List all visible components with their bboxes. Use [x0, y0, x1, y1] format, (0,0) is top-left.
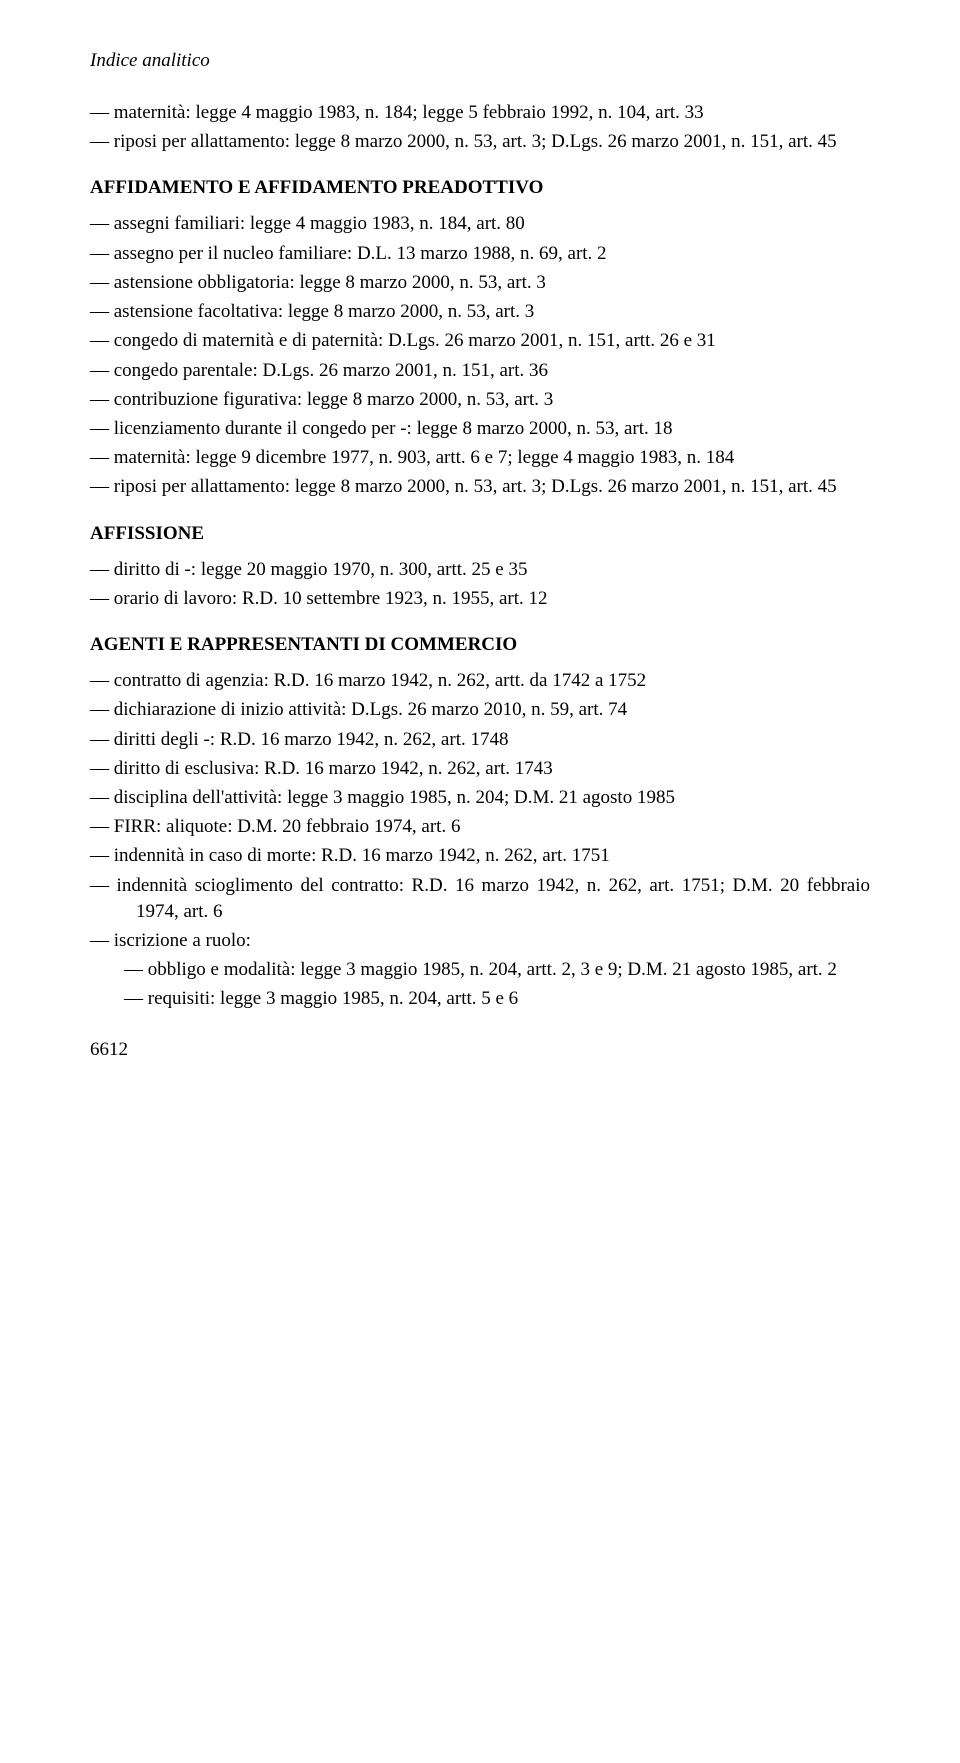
index-subentry: — requisiti: legge 3 maggio 1985, n. 204… [90, 986, 870, 1012]
document-page: Indice analitico — maternità: legge 4 ma… [0, 0, 960, 1101]
section-heading: AFFISSIONE [90, 523, 870, 545]
entry-block: — assegni familiari: legge 4 maggio 1983… [90, 211, 870, 500]
index-entry: — astensione obbligatoria: legge 8 marzo… [90, 270, 870, 296]
index-entry: — licenziamento durante il congedo per -… [90, 416, 870, 442]
index-entry: — diritti degli -: R.D. 16 marzo 1942, n… [90, 727, 870, 753]
index-entry: — diritto di -: legge 20 maggio 1970, n.… [90, 557, 870, 583]
index-entry: — orario di lavoro: R.D. 10 settembre 19… [90, 586, 870, 612]
index-entry: — riposi per allattamento: legge 8 marzo… [90, 474, 870, 500]
index-entry: — maternità: legge 9 dicembre 1977, n. 9… [90, 445, 870, 471]
entry-block: — maternità: legge 4 maggio 1983, n. 184… [90, 100, 870, 155]
index-entry: — riposi per allattamento: legge 8 marzo… [90, 129, 870, 155]
index-subentry: — obbligo e modalità: legge 3 maggio 198… [90, 957, 870, 983]
index-entry: — congedo di maternità e di paternità: D… [90, 328, 870, 354]
index-entry: — congedo parentale: D.Lgs. 26 marzo 200… [90, 358, 870, 384]
running-header: Indice analitico [90, 50, 870, 72]
index-entry: — assegno per il nucleo familiare: D.L. … [90, 241, 870, 267]
index-entry: — disciplina dell'attività: legge 3 magg… [90, 785, 870, 811]
index-entry: — astensione facoltativa: legge 8 marzo … [90, 299, 870, 325]
index-entry: — FIRR: aliquote: D.M. 20 febbraio 1974,… [90, 814, 870, 840]
index-entry: — contribuzione figurativa: legge 8 marz… [90, 387, 870, 413]
index-entry: — maternità: legge 4 maggio 1983, n. 184… [90, 100, 870, 126]
index-entry: — indennità in caso di morte: R.D. 16 ma… [90, 843, 870, 869]
index-entry: — diritto di esclusiva: R.D. 16 marzo 19… [90, 756, 870, 782]
index-entry: — dichiarazione di inizio attività: D.Lg… [90, 697, 870, 723]
index-entry: — contratto di agenzia: R.D. 16 marzo 19… [90, 668, 870, 694]
index-entry: — indennità scioglimento del contratto: … [90, 873, 870, 925]
index-entry: — assegni familiari: legge 4 maggio 1983… [90, 211, 870, 237]
entry-block: — contratto di agenzia: R.D. 16 marzo 19… [90, 668, 870, 1013]
index-entry: — iscrizione a ruolo: [90, 928, 870, 954]
section-heading: AGENTI E RAPPRESENTANTI DI COMMERCIO [90, 634, 870, 656]
section-heading: AFFIDAMENTO E AFFIDAMENTO PREADOTTIVO [90, 177, 870, 199]
entry-block: — diritto di -: legge 20 maggio 1970, n.… [90, 557, 870, 612]
page-number: 6612 [90, 1039, 870, 1061]
